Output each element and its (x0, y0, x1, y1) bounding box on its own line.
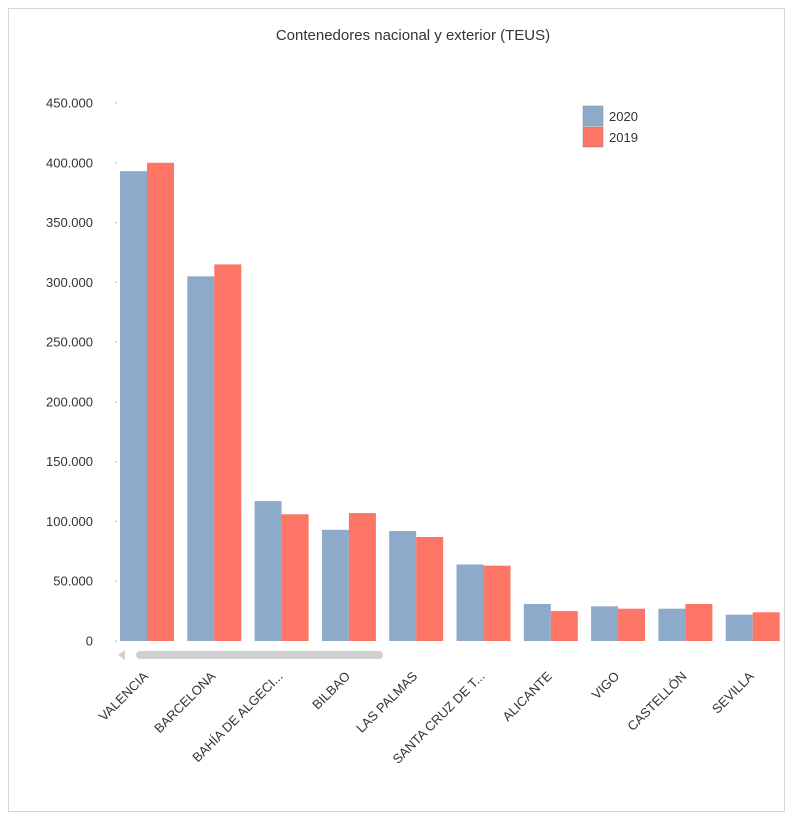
y-axis: 0 50.000 100.000 150.000 200.000 250.000 300.0… (46, 96, 117, 649)
y-tick-label: 300.000 (46, 275, 93, 290)
legend-swatch (582, 105, 604, 127)
scroll-left-arrow-icon[interactable] (118, 650, 125, 660)
bar-2020[interactable] (120, 171, 147, 641)
bar-group (120, 162, 174, 641)
bar-2020[interactable] (254, 501, 282, 641)
x-category-label: BILBAO (309, 669, 353, 713)
chart-frame: Contenedores nacional y exterior (TEUS) … (8, 8, 785, 812)
legend-label: 2019 (609, 130, 638, 145)
bar-chart: Contenedores nacional y exterior (TEUS) … (46, 27, 786, 767)
y-tick-label: 200.000 (46, 394, 93, 409)
bar-2020[interactable] (658, 608, 686, 641)
bar-2019[interactable] (416, 536, 444, 641)
x-category-label: VIGO (589, 669, 623, 703)
bar-2020[interactable] (187, 276, 215, 641)
bar-group (389, 531, 444, 641)
scrollbar-thumb[interactable] (136, 651, 383, 659)
legend-label: 2020 (609, 109, 638, 124)
y-tick-label: 100.000 (46, 514, 93, 529)
bar-2020[interactable] (725, 614, 753, 641)
bar-group (187, 264, 242, 641)
y-tick-label: 400.000 (46, 155, 93, 170)
bar-group (523, 603, 578, 641)
bars (120, 162, 780, 641)
y-tick-label: 450.000 (46, 96, 93, 111)
bar-2019[interactable] (752, 612, 780, 641)
x-category-label: VALENCIA (96, 668, 152, 724)
bar-2019[interactable] (214, 264, 242, 641)
bar-2020[interactable] (321, 529, 349, 641)
x-category-label: ALICANTE (499, 668, 555, 724)
legend: 2020 2019 (582, 105, 638, 148)
x-category-label: LAS PALMAS (353, 668, 420, 735)
y-tick-label: 150.000 (46, 454, 93, 469)
bar-2019[interactable] (147, 162, 174, 641)
bar-group (456, 564, 511, 641)
chart-title: Contenedores nacional y exterior (TEUS) (276, 27, 550, 44)
y-tick-label: 0 (86, 634, 93, 649)
bar-2020[interactable] (523, 603, 551, 641)
x-category-label: SEVILLA (709, 668, 757, 716)
y-tick-label: 350.000 (46, 215, 93, 230)
bar-2019[interactable] (281, 514, 309, 641)
bar-2019[interactable] (348, 513, 376, 641)
bar-2019[interactable] (550, 611, 578, 641)
bar-group (591, 606, 646, 641)
horizontal-scrollbar[interactable] (118, 650, 786, 660)
bar-group (725, 612, 780, 641)
bar-2020[interactable] (456, 564, 484, 641)
bar-2019[interactable] (685, 603, 713, 641)
legend-item: 2020 (582, 105, 638, 127)
bar-2019[interactable] (618, 608, 646, 641)
y-tick-label: 50.000 (53, 574, 93, 589)
legend-item: 2019 (582, 126, 638, 148)
bar-group (254, 501, 309, 641)
bar-group (321, 513, 376, 641)
bar-group (658, 603, 713, 641)
y-tick-label: 250.000 (46, 335, 93, 350)
x-category-label: BARCELONA (151, 668, 219, 736)
legend-swatch (582, 126, 604, 148)
bar-2019[interactable] (483, 565, 511, 641)
bar-2020[interactable] (591, 606, 619, 641)
x-category-label: CASTELLÓN (624, 669, 689, 734)
bar-2020[interactable] (389, 531, 417, 641)
